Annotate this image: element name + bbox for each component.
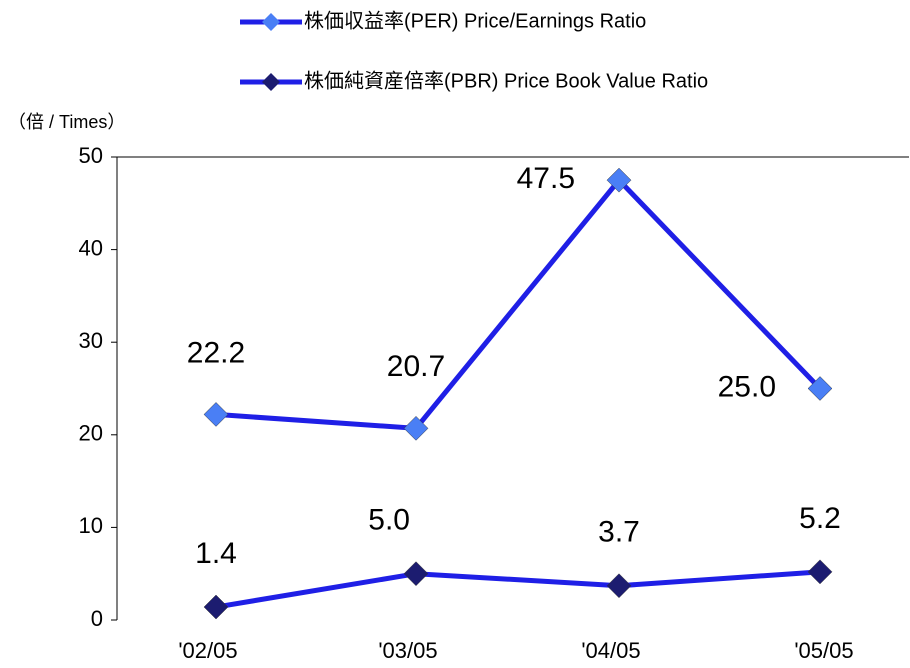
data-label: 5.2	[799, 502, 841, 535]
line	[215, 176, 822, 431]
marker	[606, 573, 632, 599]
x-tick-label: '03/05	[378, 638, 437, 663]
y-tick-label: 40	[79, 235, 103, 260]
y-tick-label: 30	[79, 328, 103, 353]
legend-label: 株価収益率(PER) Price/Earnings Ratio	[304, 9, 646, 32]
y-tick-label: 0	[91, 606, 103, 631]
legend-marker	[262, 73, 280, 91]
marker	[403, 561, 429, 587]
x-tick-label: '02/05	[178, 638, 237, 663]
marker	[807, 559, 833, 585]
legend-marker	[262, 13, 280, 31]
y-axis-label: （倍 / Times）	[8, 112, 125, 132]
y-tick-label: 50	[79, 143, 103, 168]
y-tick-label: 20	[79, 421, 103, 446]
marker	[203, 594, 229, 620]
line	[215, 569, 821, 610]
legend-label: 株価純資産倍率(PBR) Price Book Value Ratio	[304, 69, 708, 92]
data-label: 20.7	[387, 350, 445, 383]
data-label: 5.0	[368, 504, 410, 537]
marker	[203, 402, 229, 427]
x-tick-label: '04/05	[581, 638, 640, 663]
data-label: 25.0	[718, 370, 776, 403]
x-tick-label: '05/05	[794, 638, 853, 663]
marker	[606, 167, 632, 193]
data-label: 47.5	[517, 162, 575, 195]
marker	[403, 415, 429, 441]
marker	[807, 376, 833, 401]
data-label: 1.4	[195, 537, 237, 570]
data-label: 3.7	[598, 516, 640, 549]
y-tick-label: 10	[79, 513, 103, 538]
data-label: 22.2	[187, 336, 245, 369]
